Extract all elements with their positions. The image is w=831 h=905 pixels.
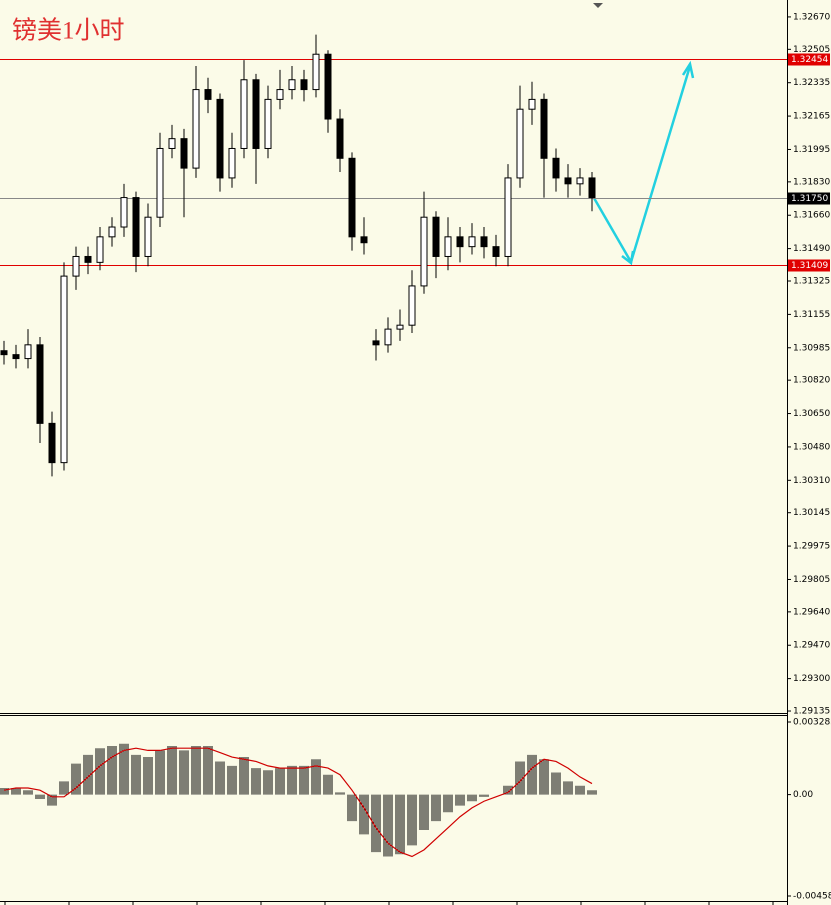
y-tick-label: 1.32505 (793, 45, 830, 55)
y-tick-label: 1.31995 (793, 145, 830, 155)
candle-body (576, 177, 584, 185)
y-tick-label: 1.30145 (793, 508, 830, 518)
y-tick-label: 1.30480 (793, 442, 830, 452)
y-tick-label: 1.30985 (793, 343, 830, 353)
forecast-arrow (592, 60, 695, 266)
y-tick-label: 1.32165 (793, 112, 830, 122)
y-tick-label: -0.004588 (793, 892, 831, 902)
candle-body (192, 89, 200, 169)
candle-body (132, 197, 140, 257)
y-tick-label: 1.29975 (793, 542, 830, 552)
candle-body (300, 79, 308, 91)
candle-body (216, 98, 224, 179)
candle-body (48, 422, 56, 464)
y-tick-label: 1.31490 (793, 244, 830, 254)
candle-body (228, 147, 236, 179)
y-tick-label: 1.32670 (793, 12, 830, 22)
y-tick-label: 1.31325 (793, 277, 830, 287)
candle-body (336, 118, 344, 159)
candle-body (516, 108, 524, 179)
macd-signal (3, 747, 593, 858)
candle-body (60, 275, 68, 464)
level-label: 1.31409 (791, 261, 828, 271)
candle-body (396, 324, 404, 330)
y-tick-label: 1.30310 (793, 476, 830, 486)
y-tick-label: 1.29300 (793, 674, 830, 684)
candle-body (324, 53, 332, 120)
level-box (788, 259, 830, 272)
level-label: 1.32454 (791, 55, 828, 65)
candle-body (588, 177, 596, 199)
level-box (788, 192, 830, 205)
candle-body (204, 89, 212, 100)
candle-body (24, 344, 32, 360)
y-tick-label: 1.31830 (793, 177, 830, 187)
candle-body (36, 344, 44, 424)
candle-body (432, 216, 440, 257)
candle-body (252, 79, 260, 149)
y-tick-label: 1.31660 (793, 211, 830, 221)
candle-body (384, 328, 392, 346)
candle-body (540, 98, 548, 159)
y-tick-label: 0.00 (793, 790, 813, 800)
candle-body (96, 236, 104, 263)
candle-body (372, 340, 380, 346)
y-tick-label: 1.32335 (793, 78, 830, 88)
candle-body (408, 285, 416, 326)
candle-body (492, 246, 500, 257)
candle-body (528, 98, 536, 110)
candle-body (156, 147, 164, 218)
shift-marker (593, 3, 603, 8)
candle-body (420, 216, 428, 287)
candle-body (144, 216, 152, 257)
candle-body (180, 138, 188, 169)
candle-body (84, 255, 92, 263)
y-tick-label: 1.29135 (793, 707, 830, 717)
candle-body (120, 197, 128, 228)
candle-body (564, 177, 572, 185)
candle-body (348, 157, 356, 238)
candle-body (72, 255, 80, 277)
candle-body (504, 177, 512, 257)
candle-body (480, 236, 488, 248)
y-tick-label: 1.30820 (793, 376, 830, 386)
level-box (788, 53, 830, 66)
candle-body (456, 236, 464, 248)
level-label: 1.31750 (791, 194, 828, 204)
y-tick-label: 0.003285 (793, 718, 831, 728)
y-tick-label: 1.29640 (793, 607, 830, 617)
candle-body (444, 236, 452, 257)
candle-body (360, 236, 368, 244)
candle-body (12, 354, 20, 360)
candle-body (288, 79, 296, 91)
candle-body (240, 79, 248, 149)
candle-body (108, 226, 116, 238)
candle-body (468, 236, 476, 248)
candle-body (168, 138, 176, 149)
chart-title: 镑美1小时 (12, 17, 125, 45)
candle-body (276, 89, 284, 100)
candle-body (0, 350, 8, 356)
y-tick-label: 1.31155 (793, 310, 830, 320)
candle-body (264, 98, 272, 149)
candle-body (312, 53, 320, 91)
y-tick-label: 1.29805 (793, 575, 830, 585)
y-tick-label: 1.30650 (793, 409, 830, 419)
candle-body (552, 157, 560, 179)
y-tick-label: 1.29470 (793, 641, 830, 651)
